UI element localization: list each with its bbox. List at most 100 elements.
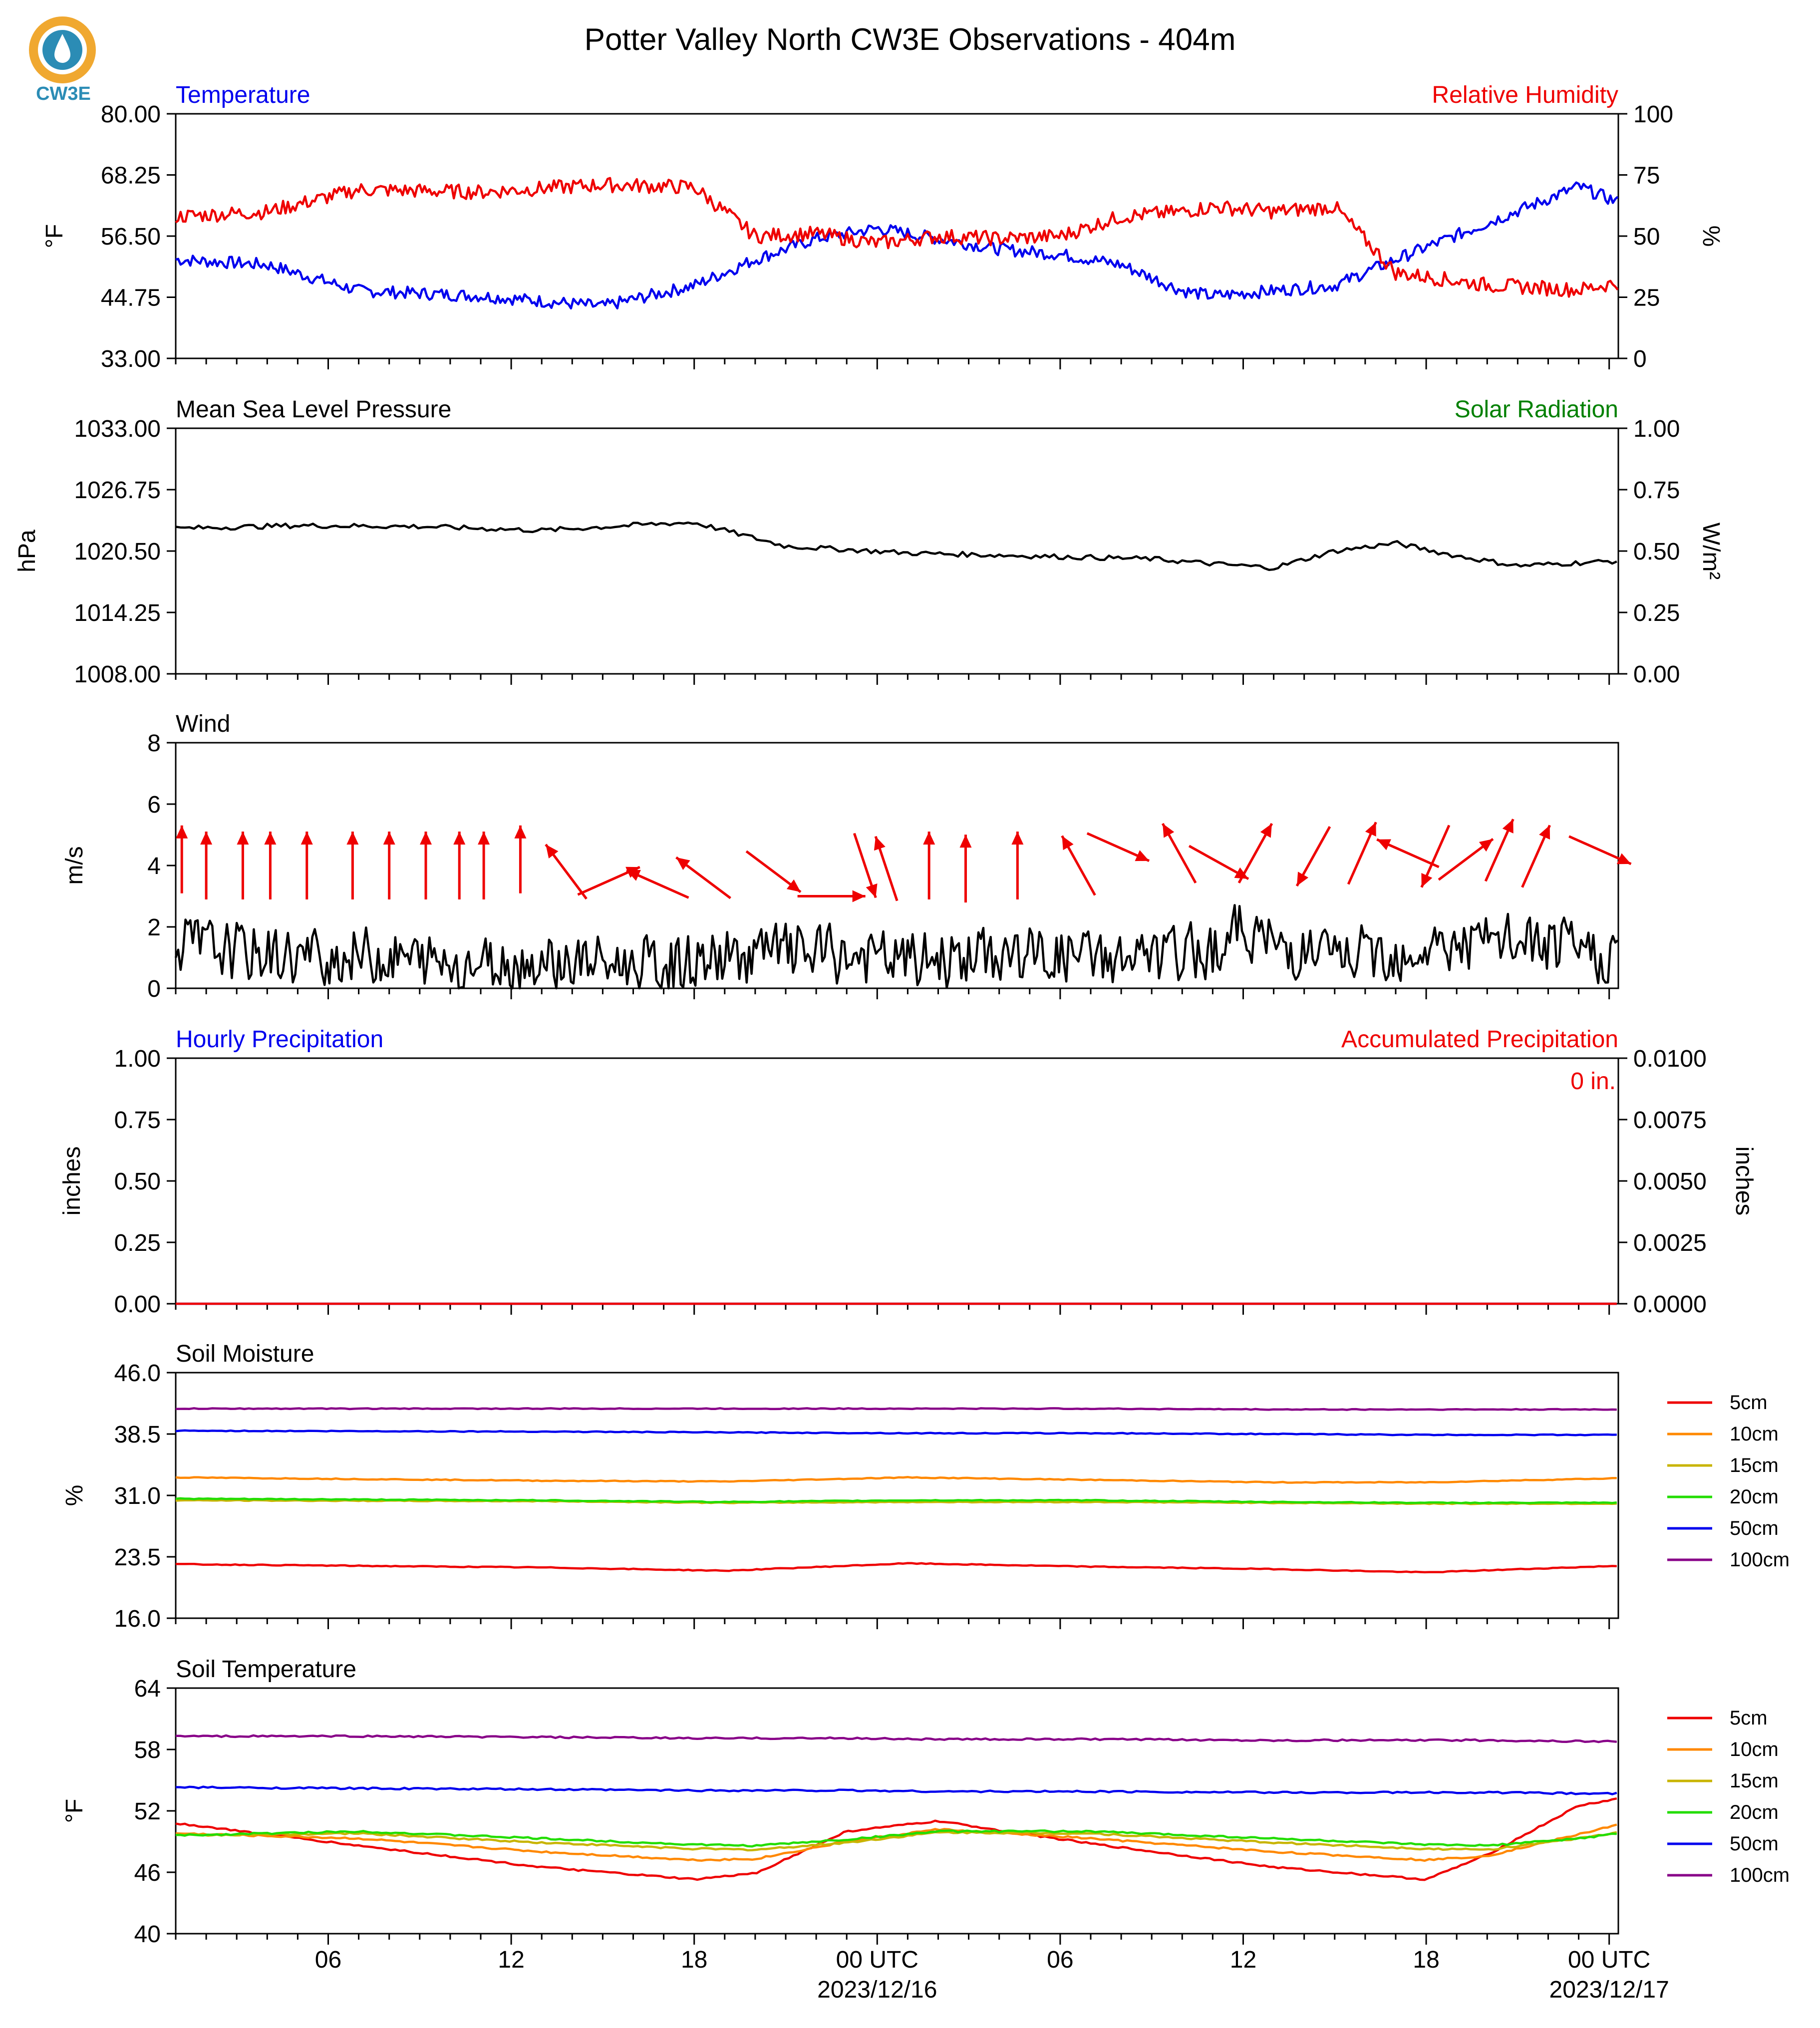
panel-right-title: Relative Humidity xyxy=(1432,82,1618,108)
y-tick-label: 31.0 xyxy=(114,1483,161,1509)
plot-frame xyxy=(175,1687,1619,1935)
series-line xyxy=(175,1785,1617,1795)
y-tick-label-right: 50 xyxy=(1633,224,1660,250)
legend-entry: 10cm xyxy=(1730,1423,1779,1445)
panel-right-title: Accumulated Precipitation xyxy=(1341,1026,1618,1053)
series-line xyxy=(175,1797,1617,1881)
panel-title: Soil Temperature xyxy=(176,1656,356,1683)
y-axis-label: m/s xyxy=(61,846,88,884)
y-tick-label-right: 0.25 xyxy=(1633,600,1680,626)
wind-arrow-head xyxy=(420,832,432,845)
wind-arrow-head xyxy=(959,835,972,848)
panel-1: Mean Sea Level Pressure Solar Radiation 10… xyxy=(14,396,1724,688)
panel-0: Temperature Relative Humidity 33.00 44.75 56… xyxy=(41,82,1724,372)
legend-entry: 20cm xyxy=(1730,1801,1779,1823)
cw3e-logo: CW3E xyxy=(27,15,107,105)
x-tick-label: 12 xyxy=(1230,1947,1256,1973)
y-tick-label: 0.50 xyxy=(114,1168,161,1195)
y-tick-label: 33.00 xyxy=(101,346,161,372)
legend-entry: 5cm xyxy=(1730,1707,1768,1729)
y-tick-label-right: 0.0100 xyxy=(1633,1046,1707,1072)
wind-arrow-head xyxy=(852,890,866,902)
wind-arrow-head xyxy=(453,832,466,845)
y-tick-label: 64 xyxy=(134,1676,161,1702)
x-date-label: 2023/12/17 xyxy=(1549,1977,1669,2003)
y-axis-label-right: % xyxy=(1698,226,1724,247)
wind-arrow-head xyxy=(1502,819,1514,834)
y-axis-label-right: inches xyxy=(1731,1147,1757,1216)
wind-arrow-head xyxy=(786,879,801,892)
x-date-label: 2023/12/16 xyxy=(817,1977,937,2003)
y-tick-label: 0.25 xyxy=(114,1230,161,1256)
x-tick-label: 06 xyxy=(315,1947,341,1973)
series-line xyxy=(175,521,1617,572)
y-tick-label: 1008.00 xyxy=(74,661,161,688)
panel-5: Soil Temperature 40 46 52 58 64 °F 5cm 10cm 15cm 2… xyxy=(61,1656,1790,1948)
legend-entry: 15cm xyxy=(1730,1770,1779,1792)
x-tick-label: 06 xyxy=(1047,1947,1073,1973)
y-tick-label: 44.75 xyxy=(101,285,161,311)
series-line xyxy=(175,181,1619,310)
wind-arrow-head xyxy=(546,844,559,859)
wind-arrow-head xyxy=(478,832,490,845)
x-axis: 06 12 18 00 UTC 06 12 18 00 UTC 2023/12/16 2023/1… xyxy=(315,1947,1669,2003)
panel-title: Mean Sea Level Pressure xyxy=(176,396,451,423)
wind-arrow-head xyxy=(866,883,878,898)
series-line xyxy=(175,1497,1617,1504)
wind-arrow-head xyxy=(1377,839,1391,851)
y-tick-label-right: 0.0050 xyxy=(1633,1168,1707,1195)
y-tick-label: 0.00 xyxy=(114,1291,161,1318)
x-tick-label: 00 UTC xyxy=(1568,1947,1650,1973)
wind-arrow-head xyxy=(626,869,641,881)
y-axis-label: °F xyxy=(61,1799,88,1823)
y-tick-label-right: 0.0000 xyxy=(1633,1291,1707,1318)
wind-arrow-head xyxy=(264,832,277,845)
wind-arrow-head xyxy=(383,832,395,845)
series-line xyxy=(174,904,1619,990)
series-line xyxy=(175,1734,1617,1743)
panel-3: Hourly Precipitation Accumulated Precipit… xyxy=(59,1026,1757,1318)
legend-entry: 50cm xyxy=(1730,1833,1779,1855)
y-tick-label: 52 xyxy=(134,1798,161,1825)
y-tick-label: 56.50 xyxy=(101,224,161,250)
y-tick-label-right: 0.00 xyxy=(1633,661,1680,688)
series-line xyxy=(175,177,1619,298)
x-tick-label: 12 xyxy=(498,1947,524,1973)
plot-frame xyxy=(175,427,1619,675)
panel-2: Wind 0 2 4 6 8 m/s xyxy=(61,711,1632,1002)
y-tick-label-right: 0.75 xyxy=(1633,477,1680,504)
wind-arrow-head xyxy=(1234,867,1249,879)
x-tick-label: 00 UTC xyxy=(836,1947,918,1973)
y-tick-label-right: 0.0075 xyxy=(1633,1107,1707,1134)
panel-title: Temperature xyxy=(176,82,310,108)
y-tick-label: 4 xyxy=(147,853,161,879)
panels: Temperature Relative Humidity 33.00 44.75 56… xyxy=(14,82,1790,1948)
y-tick-label-right: 1.00 xyxy=(1633,416,1680,442)
y-tick-label: 1.00 xyxy=(114,1046,161,1072)
panel-title: Wind xyxy=(176,711,230,737)
series-line xyxy=(175,1830,1617,1852)
series-line xyxy=(176,1562,1617,1574)
y-axis-label: inches xyxy=(59,1147,85,1216)
y-tick-label-right: 100 xyxy=(1633,101,1673,128)
legend-entry: 5cm xyxy=(1730,1392,1768,1414)
y-axis-label: % xyxy=(61,1485,88,1506)
legend-entry: 100cm xyxy=(1730,1549,1790,1571)
wind-arrow-head xyxy=(1616,853,1631,865)
y-tick-label: 46 xyxy=(134,1860,161,1886)
y-axis-label: °F xyxy=(41,224,68,249)
panel-title: Soil Moisture xyxy=(176,1341,314,1367)
precip-annotation: 0 in. xyxy=(1570,1068,1616,1095)
y-tick-label: 46.0 xyxy=(114,1360,161,1387)
wind-arrow-head xyxy=(1062,836,1074,851)
y-tick-label: 80.00 xyxy=(101,101,161,128)
legend-entry: 10cm xyxy=(1730,1738,1779,1760)
y-tick-label: 23.5 xyxy=(114,1544,161,1571)
y-tick-label: 1026.75 xyxy=(74,477,161,504)
wind-arrow-head xyxy=(514,825,527,839)
y-tick-label-right: 25 xyxy=(1633,285,1660,311)
y-tick-label: 1014.25 xyxy=(74,600,161,626)
y-tick-label-right: 75 xyxy=(1633,163,1660,189)
y-tick-label: 68.25 xyxy=(101,163,161,189)
